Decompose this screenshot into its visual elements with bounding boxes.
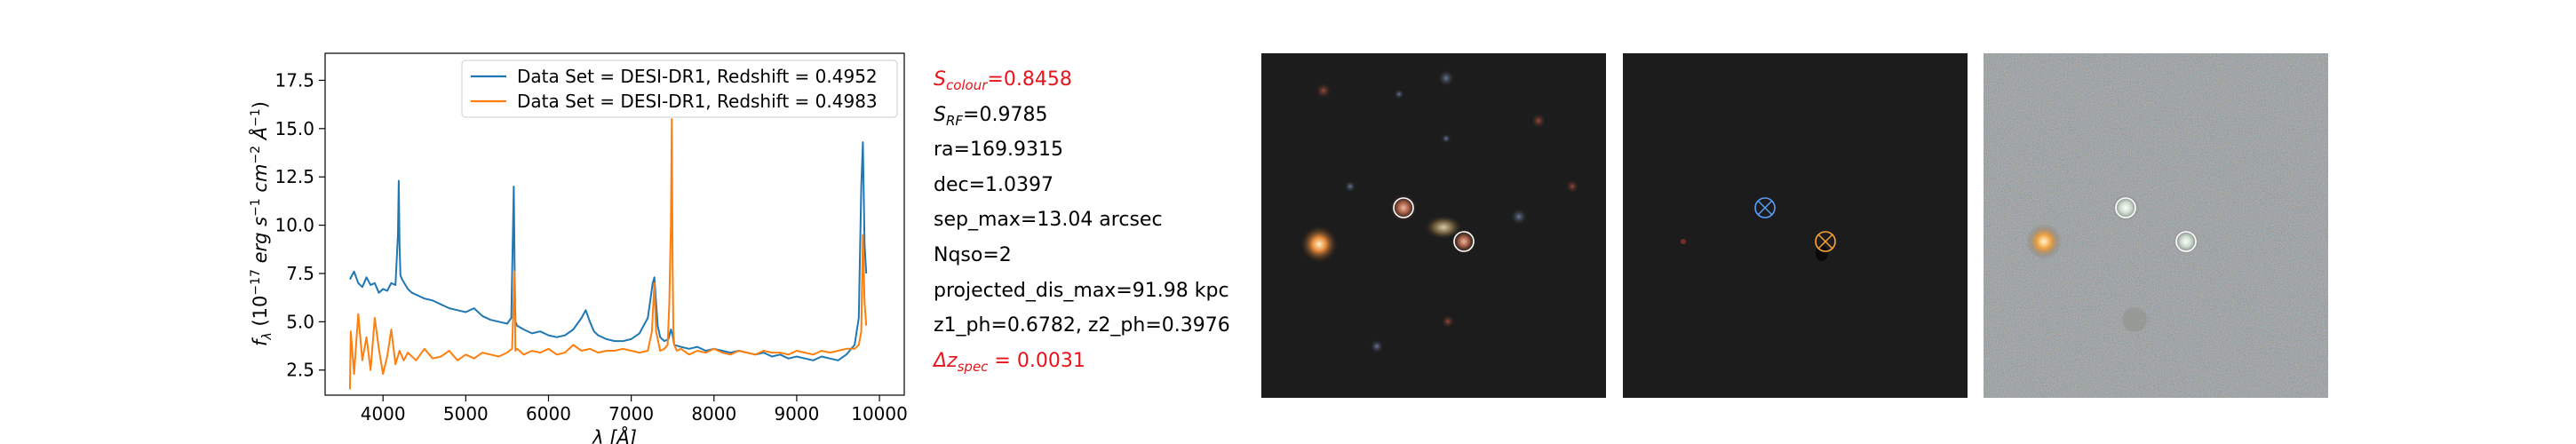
stat-ra: ra=169.9315 xyxy=(934,139,1063,162)
target-marker-2 xyxy=(2175,231,2197,252)
target-marker-1 xyxy=(1754,197,1776,218)
y-tick-label: 10.0 xyxy=(274,215,314,236)
series-line-1 xyxy=(349,141,868,361)
y-tick-label: 5.0 xyxy=(286,311,314,332)
stat-projected-dis-max: projected_dis_max=91.98 kpc xyxy=(934,279,1229,302)
stat-s-rf: SRF=0.9785 xyxy=(934,103,1048,129)
y-axis-label: fλ (10−17 erg s−1 cm−2 Å−1) xyxy=(248,101,274,346)
stats-panel: Scolour=0.8458 SRF=0.9785 ra=169.9315 de… xyxy=(934,62,1253,378)
x-tick-label: 9000 xyxy=(774,403,819,424)
x-tick-label: 7000 xyxy=(608,403,654,424)
x-tick-label: 6000 xyxy=(526,403,571,424)
spectrum-chart: 4000 5000 6000 7000 8000 9000 10000 2.5 5.0 7.5 10… xyxy=(248,52,908,444)
series-line-2 xyxy=(348,118,868,390)
stat-sep-max: sep_max=13.04 arcsec xyxy=(934,209,1163,232)
stat-dec: dec=1.0397 xyxy=(934,173,1054,196)
y-tick-label: 17.5 xyxy=(274,69,314,91)
x-axis-label: λ [Å] xyxy=(592,425,637,444)
x-tick-label: 10000 xyxy=(851,403,908,424)
y-tick-label: 12.5 xyxy=(274,166,314,187)
legend: Data Set = DESI-DR1, Redshift = 0.4952 D… xyxy=(461,59,898,118)
x-tick-label: 4000 xyxy=(361,403,406,424)
y-tick-label: 2.5 xyxy=(286,360,314,381)
cutout-stretched-image xyxy=(1984,53,2328,398)
stat-nqso: Nqso=2 xyxy=(934,243,1012,266)
plot-frame xyxy=(324,52,905,396)
cutout-color-image xyxy=(1261,53,1606,398)
stat-delta-z-spec: Δzspec = 0.0031 xyxy=(934,349,1085,375)
x-tick-label: 5000 xyxy=(443,403,489,424)
target-marker-1 xyxy=(1393,197,1414,218)
cutout-residual-image xyxy=(1623,53,1968,398)
y-tick-label: 15.0 xyxy=(274,118,314,139)
target-marker-2 xyxy=(1453,231,1475,252)
stat-s-colour: Scolour=0.8458 xyxy=(934,68,1072,93)
legend-label-1: Data Set = DESI-DR1, Redshift = 0.4952 xyxy=(517,66,878,87)
target-marker-2 xyxy=(1815,231,1836,252)
legend-label-2: Data Set = DESI-DR1, Redshift = 0.4983 xyxy=(517,91,878,112)
target-marker-1 xyxy=(2115,197,2136,218)
x-tick-label: 8000 xyxy=(691,403,736,424)
stat-photo-z: z1_ph=0.6782, z2_ph=0.3976 xyxy=(934,314,1230,337)
y-tick-label: 7.5 xyxy=(286,263,314,284)
